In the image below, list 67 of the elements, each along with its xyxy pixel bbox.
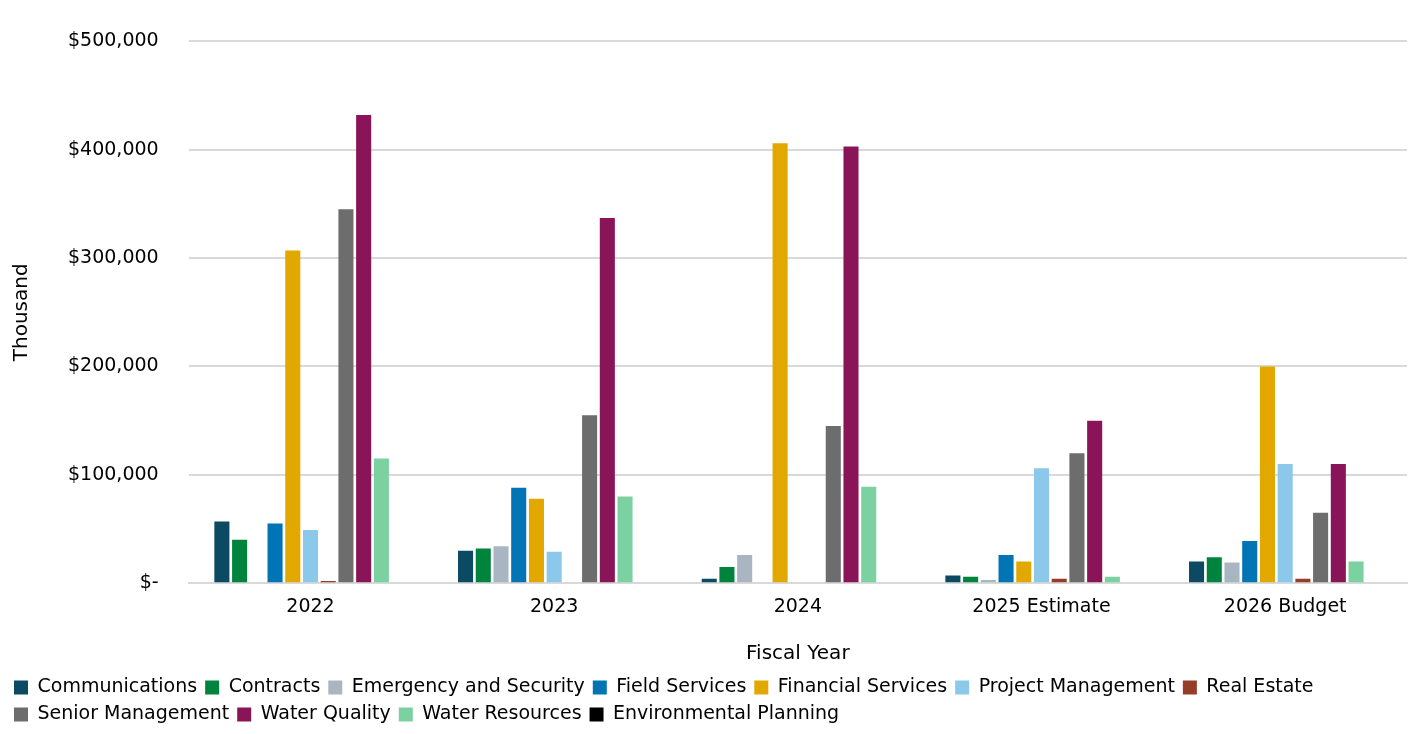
legend-label: Water Quality [260, 701, 391, 724]
bar [1259, 366, 1275, 583]
bar [772, 143, 788, 583]
y-tick-label: $- [139, 570, 159, 593]
bar [1051, 578, 1067, 583]
bar [1069, 453, 1085, 583]
bar [458, 550, 474, 583]
legend-label: Water Resources [422, 701, 582, 724]
bar [1189, 561, 1205, 583]
bar [719, 566, 735, 583]
bar [1277, 464, 1293, 583]
bar [267, 523, 283, 583]
bar [617, 496, 633, 583]
bar [493, 546, 509, 583]
bar [373, 458, 389, 583]
bar [737, 555, 753, 583]
bar [1330, 464, 1346, 583]
bar [1242, 540, 1258, 583]
bar [511, 487, 527, 583]
legend-label: Senior Management [37, 701, 230, 724]
bar [214, 521, 230, 583]
y-tick-label: $100,000 [67, 461, 159, 484]
y-tick-label: $200,000 [67, 353, 159, 376]
bar [1033, 468, 1050, 583]
bar [825, 426, 841, 583]
bar [1104, 576, 1120, 583]
bar [302, 530, 319, 583]
bar [1224, 562, 1240, 583]
x-tick-label: 2022 [286, 593, 335, 616]
legend-label: Field Services [616, 674, 747, 697]
legend-label: Communications [37, 674, 198, 697]
bar [232, 539, 248, 583]
bar [701, 578, 717, 583]
bar [963, 576, 979, 583]
bar [1087, 420, 1103, 583]
bar [546, 551, 562, 583]
bar [285, 250, 301, 583]
y-tick-label: $500,000 [67, 28, 159, 51]
y-tick-label: $300,000 [67, 245, 159, 268]
bar [599, 218, 615, 583]
x-tick-label: 2026 Budget [1223, 593, 1347, 616]
bar [861, 486, 877, 583]
y-tick-label: $400,000 [67, 136, 159, 159]
bar [1295, 578, 1311, 583]
x-tick-label: 2024 [773, 593, 823, 616]
bar [1016, 561, 1032, 583]
bar [1206, 557, 1222, 583]
bar [356, 115, 372, 583]
legend-label: Financial Services [777, 674, 948, 697]
bar [528, 498, 544, 583]
x-axis-title: Fiscal Year [746, 640, 851, 665]
legend-label: Emergency and Security [351, 674, 585, 697]
legend-label: Project Management [978, 674, 1175, 697]
bar [1313, 512, 1329, 583]
y-axis-title: Thousand [8, 263, 33, 363]
legend-label: Contracts [228, 674, 321, 697]
bar [1348, 561, 1364, 583]
bar [582, 415, 598, 583]
bar [998, 555, 1014, 583]
bar [843, 146, 859, 583]
legend-label: Real Estate [1206, 674, 1314, 697]
legend-label: Environmental Planning [613, 701, 840, 724]
bar [945, 575, 961, 583]
x-tick-label: 2025 Estimate [972, 593, 1111, 616]
bar [475, 548, 491, 583]
x-tick-label: 2023 [529, 593, 579, 616]
bar [338, 209, 354, 583]
